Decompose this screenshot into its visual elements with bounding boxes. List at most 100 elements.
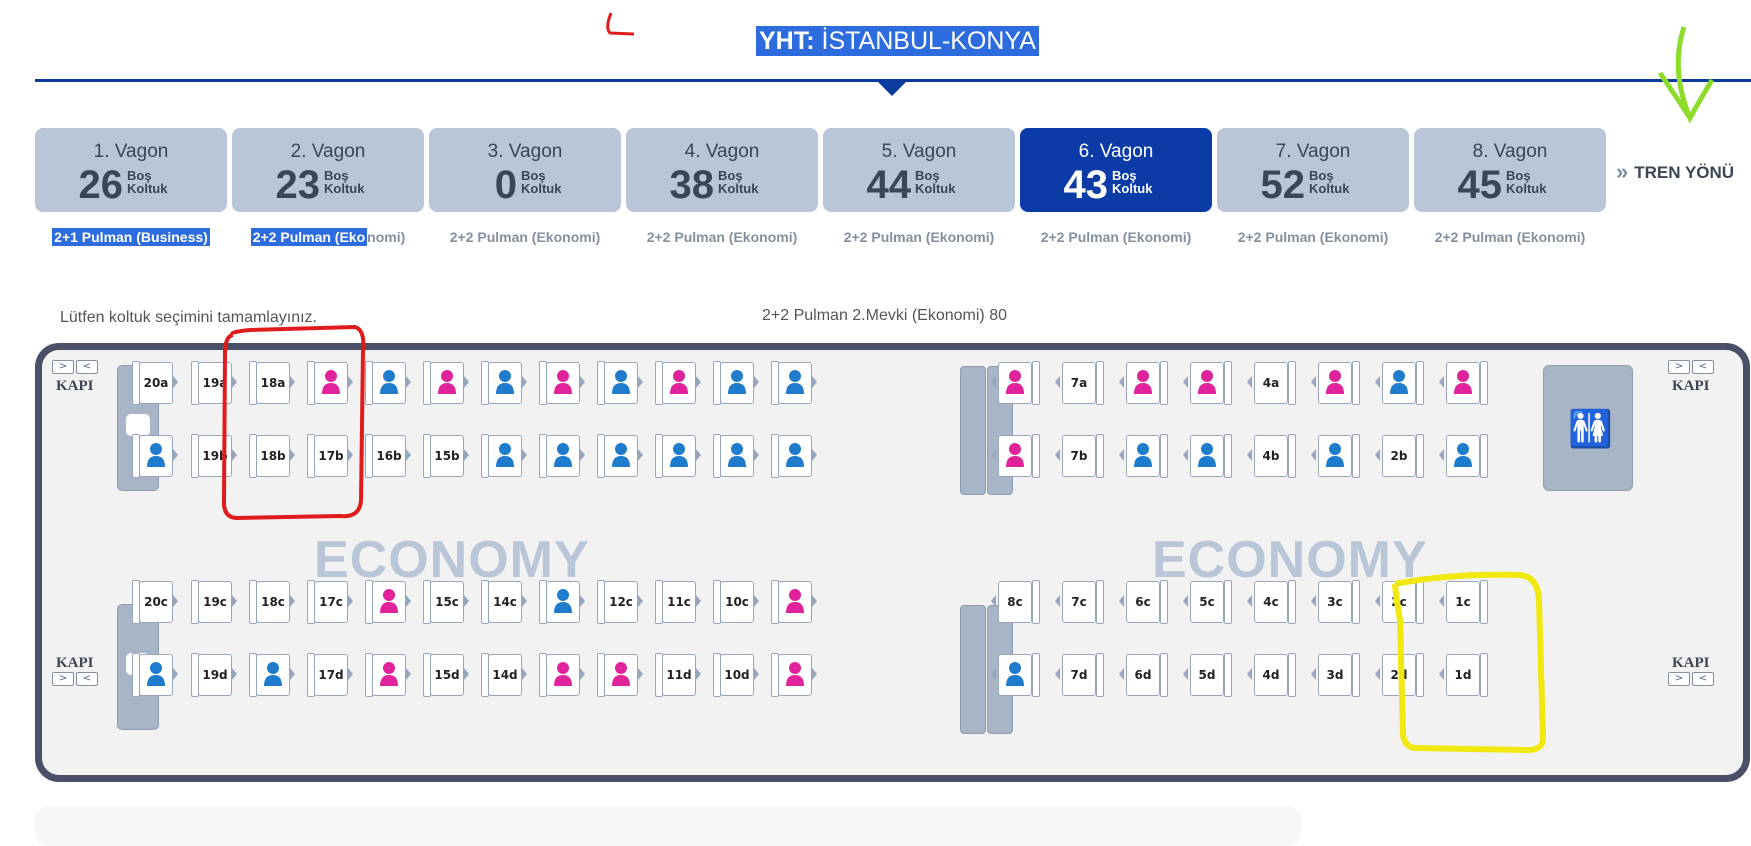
seat-number: 12c [604, 581, 638, 623]
seat-7b[interactable]: 7b [1054, 434, 1104, 478]
seat-17d[interactable]: 17d [307, 653, 355, 697]
wagon-tab-3[interactable]: 3. Vagon 0 Boş Koltuk [429, 128, 621, 212]
seat-18b[interactable]: 18b [249, 434, 297, 478]
wagon-seat-label: Koltuk [127, 181, 168, 196]
seat-direction-icon [1055, 449, 1060, 461]
seat-occupied-female [539, 653, 587, 697]
male-passenger-icon [256, 654, 290, 696]
wagon-empty-label: Boş [1112, 168, 1137, 183]
seat-direction-icon [638, 668, 643, 680]
seat-17b[interactable]: 17b [307, 434, 355, 478]
seat-number: 4b [1254, 435, 1288, 477]
seat-4a[interactable]: 4a [1246, 361, 1296, 405]
door-label-top-right: KAPI [1672, 378, 1710, 394]
seat-number: 7d [1062, 654, 1096, 696]
seat-number: 1c [1446, 581, 1480, 623]
seat-number: 7c [1062, 581, 1096, 623]
seat-18a[interactable]: 18a [249, 361, 297, 405]
door-label-bottom-right: KAPI [1672, 655, 1710, 671]
wagon-tab-1[interactable]: 1. Vagon 26 Boş Koltuk [35, 128, 227, 212]
seat-4c[interactable]: 4c [1246, 580, 1296, 624]
seat-14c[interactable]: 14c [481, 580, 529, 624]
seat-8c[interactable]: 8c [990, 580, 1040, 624]
seat-direction-icon [522, 449, 527, 461]
wagon-tab-7[interactable]: 7. Vagon 52 Boş Koltuk [1217, 128, 1409, 212]
male-passenger-icon [546, 581, 580, 623]
seat-11c[interactable]: 11c [655, 580, 703, 624]
seat-4b[interactable]: 4b [1246, 434, 1296, 478]
seat-occupied-male [1438, 434, 1488, 478]
wagon-empty-label: Boş [127, 168, 152, 183]
male-passenger-icon [778, 362, 812, 404]
seat-number: 4a [1254, 362, 1288, 404]
seat-19c[interactable]: 19c [191, 580, 239, 624]
seat-5c[interactable]: 5c [1182, 580, 1232, 624]
wagon-empty-count: 43 [1063, 163, 1109, 207]
seat-occupied-male [249, 653, 297, 697]
seat-number: 20a [139, 362, 173, 404]
seat-19d[interactable]: 19d [191, 653, 239, 697]
wagon-tab-6[interactable]: 6. Vagon 43 Boş Koltuk [1020, 128, 1212, 212]
seat-20c[interactable]: 20c [132, 580, 180, 624]
seat-back [1352, 434, 1360, 478]
seat-11d[interactable]: 11d [655, 653, 703, 697]
seat-15d[interactable]: 15d [423, 653, 471, 697]
seat-2d[interactable]: 2d [1374, 653, 1424, 697]
seat-12c[interactable]: 12c [597, 580, 645, 624]
seat-1c[interactable]: 1c [1438, 580, 1488, 624]
seat-back [1416, 653, 1424, 697]
seat-occupied-male [132, 434, 180, 478]
female-passenger-icon [546, 362, 580, 404]
seat-10c[interactable]: 10c [713, 580, 761, 624]
seat-direction-icon [1119, 668, 1124, 680]
wagon-type-2: 2+2 Pulman (Eko nomi) [232, 228, 424, 246]
door-arrows-top-left: > < [52, 360, 98, 374]
seat-number: 7a [1062, 362, 1096, 404]
seat-15b[interactable]: 15b [423, 434, 471, 478]
seat-number: 10d [720, 654, 754, 696]
seat-back [1096, 580, 1104, 624]
wagon-tab-2[interactable]: 2. Vagon 23 Boş Koltuk [232, 128, 424, 212]
seat-15c[interactable]: 15c [423, 580, 471, 624]
page-title: YHT: İSTANBUL-KONYA [756, 26, 1039, 56]
seat-number: 10c [720, 581, 754, 623]
seat-7d[interactable]: 7d [1054, 653, 1104, 697]
seat-14d[interactable]: 14d [481, 653, 529, 697]
seat-3c[interactable]: 3c [1310, 580, 1360, 624]
seat-direction-icon [580, 376, 585, 388]
seat-2b[interactable]: 2b [1374, 434, 1424, 478]
seat-4d[interactable]: 4d [1246, 653, 1296, 697]
seat-6d[interactable]: 6d [1118, 653, 1168, 697]
seat-19a[interactable]: 19a [191, 361, 239, 405]
seat-7a[interactable]: 7a [1054, 361, 1104, 405]
coach-seat-map: > < KAPI KAPI > < > < KAPI KAPI > < 🚻 ECONOM… [35, 343, 1750, 782]
seat-10d[interactable]: 10d [713, 653, 761, 697]
seat-19b[interactable]: 19b [191, 434, 239, 478]
seat-direction-icon [696, 376, 701, 388]
seat-3d[interactable]: 3d [1310, 653, 1360, 697]
seat-5d[interactable]: 5d [1182, 653, 1232, 697]
seat-occupied-female [1182, 361, 1232, 405]
seat-direction-icon [991, 595, 996, 607]
seat-20a[interactable]: 20a [132, 361, 180, 405]
wagon-type-8: 2+2 Pulman (Ekonomi) [1414, 229, 1606, 245]
seat-occupied-male [481, 361, 529, 405]
seat-number: 16b [372, 435, 406, 477]
female-passenger-icon [372, 581, 406, 623]
wagon-tab-8[interactable]: 8. Vagon 45 Boş Koltuk [1414, 128, 1606, 212]
seat-7c[interactable]: 7c [1054, 580, 1104, 624]
wagon-tab-5[interactable]: 5. Vagon 44 Boş Koltuk [823, 128, 1015, 212]
wagon-tab-4[interactable]: 4. Vagon 38 Boş Koltuk [626, 128, 818, 212]
seat-2c[interactable]: 2c [1374, 580, 1424, 624]
seat-6c[interactable]: 6c [1118, 580, 1168, 624]
seat-18c[interactable]: 18c [249, 580, 297, 624]
seat-1d[interactable]: 1d [1438, 653, 1488, 697]
wagon-empty-label: Boş [521, 168, 546, 183]
wagon-empty-label: Boş [1309, 168, 1334, 183]
seat-direction-icon [812, 376, 817, 388]
seat-direction-icon [1183, 449, 1188, 461]
seat-direction-icon [232, 595, 237, 607]
seat-17c[interactable]: 17c [307, 580, 355, 624]
seat-16b[interactable]: 16b [365, 434, 413, 478]
instruction-text: Lütfen koltuk seçimini tamamlayınız. [60, 309, 317, 326]
